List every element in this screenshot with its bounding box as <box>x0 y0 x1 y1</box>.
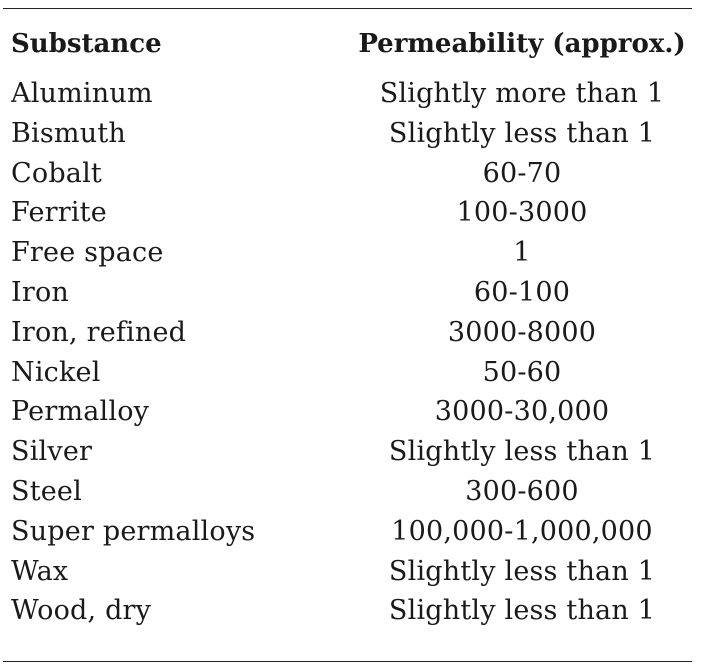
permeability-cell: 100,000-1,000,000 <box>391 515 653 547</box>
table-row: Steel 300-600 <box>0 472 703 512</box>
substance-cell: Bismuth <box>11 117 126 149</box>
header-substance: Substance <box>11 29 162 59</box>
substance-cell: Super permalloys <box>11 515 256 547</box>
table-row: Aluminum Slightly more than 1 <box>0 74 703 114</box>
table-row: Wax Slightly less than 1 <box>0 552 703 592</box>
permeability-cell: Slightly less than 1 <box>388 117 656 149</box>
substance-cell: Wood, dry <box>11 595 152 627</box>
substance-cell: Aluminum <box>11 78 153 109</box>
table-row: Nickel 50-60 <box>0 353 703 393</box>
table-row: Cobalt 60-70 <box>0 154 703 194</box>
permeability-cell: 3000-8000 <box>447 316 597 348</box>
table-bottom-rule <box>3 661 692 662</box>
permeability-cell: 50-60 <box>482 356 562 388</box>
permeability-cell: Slightly more than 1 <box>379 78 665 109</box>
table-row: Iron 60-100 <box>0 273 703 313</box>
substance-cell: Silver <box>11 436 93 468</box>
table-top-rule <box>3 8 692 9</box>
header-permeability: Permeability (approx.) <box>358 29 686 59</box>
substance-cell: Nickel <box>11 356 101 388</box>
permeability-cell: 300-600 <box>465 475 579 507</box>
permeability-cell: Slightly less than 1 <box>388 555 656 587</box>
table-row: Free space 1 <box>0 233 703 273</box>
permeability-cell: Slightly less than 1 <box>388 595 656 627</box>
table-row: Super permalloys 100,000-1,000,000 <box>0 512 703 552</box>
permeability-cell: 100-3000 <box>456 197 588 229</box>
table-row: Ferrite 100-3000 <box>0 193 703 233</box>
permeability-cell: 60-100 <box>473 276 571 308</box>
table-row: Iron, refined 3000-8000 <box>0 313 703 353</box>
table-header: Substance Permeability (approx.) <box>0 24 703 64</box>
substance-cell: Cobalt <box>11 157 102 189</box>
substance-cell: Permalloy <box>11 396 150 428</box>
permeability-cell: Slightly less than 1 <box>388 436 656 468</box>
substance-cell: Wax <box>11 555 69 587</box>
substance-cell: Iron <box>11 276 70 308</box>
permeability-cell: 60-70 <box>482 157 562 189</box>
permeability-cell: 3000-30,000 <box>434 396 610 428</box>
table-body: Aluminum Slightly more than 1 Bismuth Sl… <box>0 74 703 631</box>
table-row: Wood, dry Slightly less than 1 <box>0 591 703 631</box>
table-row: Bismuth Slightly less than 1 <box>0 114 703 154</box>
table-row: Permalloy 3000-30,000 <box>0 392 703 432</box>
permeability-cell: 1 <box>513 237 531 269</box>
table-row: Silver Slightly less than 1 <box>0 432 703 472</box>
substance-cell: Iron, refined <box>11 316 187 348</box>
substance-cell: Free space <box>11 237 164 269</box>
substance-cell: Ferrite <box>11 197 107 229</box>
substance-cell: Steel <box>11 475 82 507</box>
